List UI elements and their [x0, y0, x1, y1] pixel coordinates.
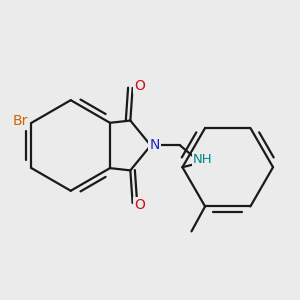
Text: Br: Br — [13, 114, 28, 128]
Text: N: N — [149, 139, 160, 152]
Text: NH: NH — [193, 153, 213, 166]
Text: O: O — [134, 79, 145, 93]
Text: O: O — [134, 198, 145, 212]
